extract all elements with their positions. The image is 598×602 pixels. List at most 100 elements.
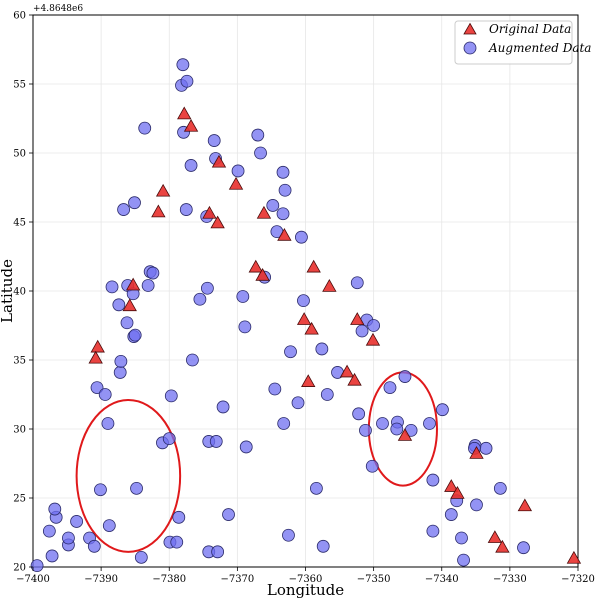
augmented-data-point <box>114 354 128 368</box>
y-tick-label: 25 <box>13 494 26 505</box>
augmented-data-point <box>45 549 59 563</box>
augmented-data-point <box>94 483 107 497</box>
original-data-point <box>517 498 533 512</box>
augmented-data-point <box>457 553 470 567</box>
original-data-point <box>444 479 459 492</box>
augmented-data-point <box>266 199 280 212</box>
augmented-data-point <box>365 459 379 473</box>
original-data-point <box>495 539 510 553</box>
augmented-data-point <box>186 353 199 367</box>
augmented-data-point <box>493 481 507 495</box>
augmented-data-point <box>179 203 193 216</box>
augmented-data-point <box>352 407 366 421</box>
original-data-point <box>450 486 465 499</box>
original-data-point <box>469 446 484 459</box>
augmented-data-point <box>316 539 330 553</box>
augmented-data-point <box>48 502 62 516</box>
original-data-point <box>487 530 503 543</box>
augmented-data-point <box>236 290 250 303</box>
augmented-data-point <box>98 388 112 401</box>
augmented-data-point <box>276 207 290 221</box>
x-axis-label: Longitude <box>267 581 344 599</box>
original-data-point <box>202 205 217 219</box>
augmented-data-point <box>200 281 214 295</box>
augmented-data-point <box>239 440 253 454</box>
augmented-data-point <box>436 403 449 417</box>
original-data-point <box>248 259 263 273</box>
augmented-data-point <box>141 279 155 292</box>
y-tick-label: 35 <box>13 356 26 367</box>
augmented-data-point <box>277 417 291 430</box>
augmented-data-point <box>184 159 198 172</box>
augmented-data-point <box>282 528 295 542</box>
augmented-data-point <box>117 203 131 216</box>
augmented-data-point <box>207 134 221 147</box>
x-tick-label: −7330 <box>493 574 527 585</box>
y-tick-label: 45 <box>13 218 26 229</box>
augmented-data-point <box>350 276 364 290</box>
original-data-point <box>177 106 192 120</box>
augmented-data-point <box>130 481 143 495</box>
y-tick-label: 20 <box>13 563 26 574</box>
augmented-data-point <box>398 370 412 383</box>
augmented-data-point <box>444 508 458 521</box>
augmented-data-point <box>390 422 404 436</box>
original-data-point <box>211 154 227 168</box>
augmented-data-point <box>470 498 483 512</box>
x-tick-label: −7370 <box>220 574 254 585</box>
augmented-data-point <box>426 524 440 538</box>
augmented-data-point <box>426 473 440 487</box>
augmented-data-point <box>216 400 230 414</box>
original-data-point <box>397 428 413 441</box>
legend-box <box>454 20 573 65</box>
x-tick-label: −7390 <box>84 574 118 585</box>
augmented-data-point <box>138 121 152 135</box>
original-data-point <box>155 183 171 197</box>
augmented-data-point <box>128 196 141 210</box>
augmented-data-point <box>309 481 323 495</box>
y-tick-label: 40 <box>13 287 26 298</box>
augmented-data-point <box>359 423 372 437</box>
original-data-point <box>125 277 141 291</box>
augmented-data-point <box>211 545 225 559</box>
original-data-point <box>301 374 316 387</box>
legend: Original Data Augmented Data <box>454 20 591 65</box>
augmented-data-point <box>180 74 194 88</box>
augmented-data-point <box>276 165 290 179</box>
original-data-point <box>306 259 321 273</box>
augmented-data-point <box>295 230 308 244</box>
original-data-point <box>339 364 355 378</box>
y-tick-label: 60 <box>13 11 26 22</box>
y-tick-label: 50 <box>13 149 26 160</box>
x-tick-label: −7400 <box>16 574 50 585</box>
augmented-data-point <box>162 432 176 446</box>
points-layer <box>30 58 582 573</box>
x-tick-label: −7350 <box>357 574 391 585</box>
highlight-ellipse <box>75 399 182 553</box>
augmented-data-point <box>376 417 389 430</box>
augmented-data-point <box>355 324 369 338</box>
augmented-data-point <box>146 266 160 280</box>
augmented-data-point <box>291 396 305 410</box>
augmented-data-point <box>320 388 334 401</box>
augmented-data-point <box>105 280 119 294</box>
y-tick-label: 30 <box>13 425 26 436</box>
augmented-data-point <box>383 381 397 395</box>
original-data-point <box>365 332 381 346</box>
augmented-data-point <box>113 366 127 379</box>
augmented-data-point <box>479 441 493 455</box>
y-offset-text: +4.8648e6 <box>33 4 83 14</box>
original-data-point <box>88 350 103 364</box>
augmented-data-point <box>176 58 190 72</box>
augmented-data-point <box>62 531 75 545</box>
original-data-point <box>347 372 362 386</box>
augmented-data-point <box>112 298 126 312</box>
augmented-data-point <box>268 382 282 396</box>
y-axis-label: Latitude <box>0 259 16 323</box>
augmented-data-point <box>423 417 436 430</box>
augmented-data-point <box>120 316 134 330</box>
annotation-layer <box>75 371 438 553</box>
augmented-data-point <box>101 417 115 430</box>
x-tick-label: −7320 <box>561 574 595 585</box>
